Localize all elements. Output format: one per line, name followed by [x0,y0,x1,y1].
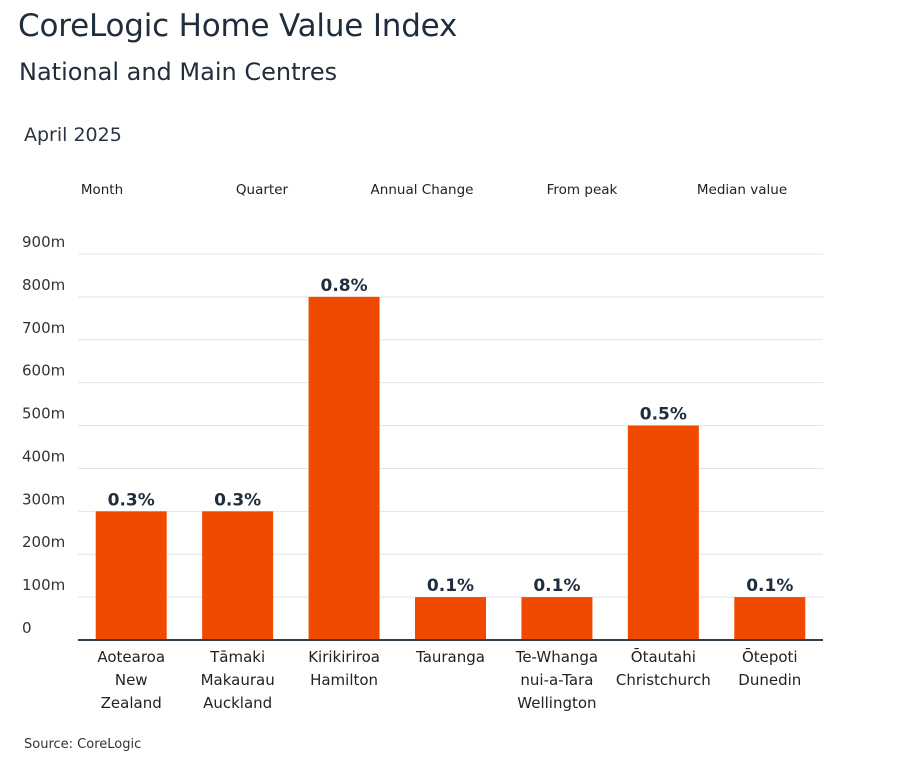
y-tick-label: 500m [22,405,65,423]
x-tick-label: Aotearoa New Zealand [97,648,165,712]
x-tick-label: Tauranga [415,648,485,666]
bar [734,597,806,640]
tab-from-peak[interactable]: From peak [546,182,618,198]
bar [627,425,699,640]
source-note: Source: CoreLogic [24,737,142,752]
bar [95,511,167,640]
chart-subtitle: National and Main Centres [19,58,338,86]
chart-title: CoreLogic Home Value Index [18,8,458,44]
y-tick-label: 700m [22,319,65,337]
metric-tabs: Month Quarter Annual Change From peak Me… [22,182,822,198]
data-label: 0.1% [746,576,793,596]
data-label: 0.3% [214,490,261,510]
x-tick-label: Te-Whanga nui-a-Tara Wellington [515,648,598,712]
y-tick-label: 400m [22,447,65,465]
x-tick-label: Ōtautahi Christchurch [616,647,711,689]
x-tick-label: Kirikiriroa Hamilton [308,648,380,689]
tab-annual-change[interactable]: Annual Change [370,182,474,198]
bar [308,296,380,640]
data-label: 0.8% [320,276,367,296]
x-tick-label: Tāmaki Makaurau Auckland [201,648,275,712]
data-label: 0.1% [533,576,580,596]
y-tick-label: 300m [22,490,65,508]
y-tick-label: 200m [22,533,65,551]
data-label: 0.5% [640,405,687,425]
data-label: 0.3% [108,490,155,510]
bar [415,597,486,640]
date-label: April 2025 [24,124,122,146]
tab-median-value[interactable]: Median value [696,182,788,198]
y-tick-label: 100m [22,576,65,594]
data-label: 0.1% [427,576,474,596]
tab-month[interactable]: Month [80,182,124,198]
bar [202,511,274,640]
bar [521,597,593,640]
y-tick-label: 600m [22,362,65,380]
tab-quarter[interactable]: Quarter [235,182,289,198]
y-tick-label: 800m [22,276,65,294]
y-tick-label: 0 [22,619,32,637]
y-tick-label: 900m [22,233,65,251]
x-tick-label: Ōtepoti Dunedin [738,647,801,689]
